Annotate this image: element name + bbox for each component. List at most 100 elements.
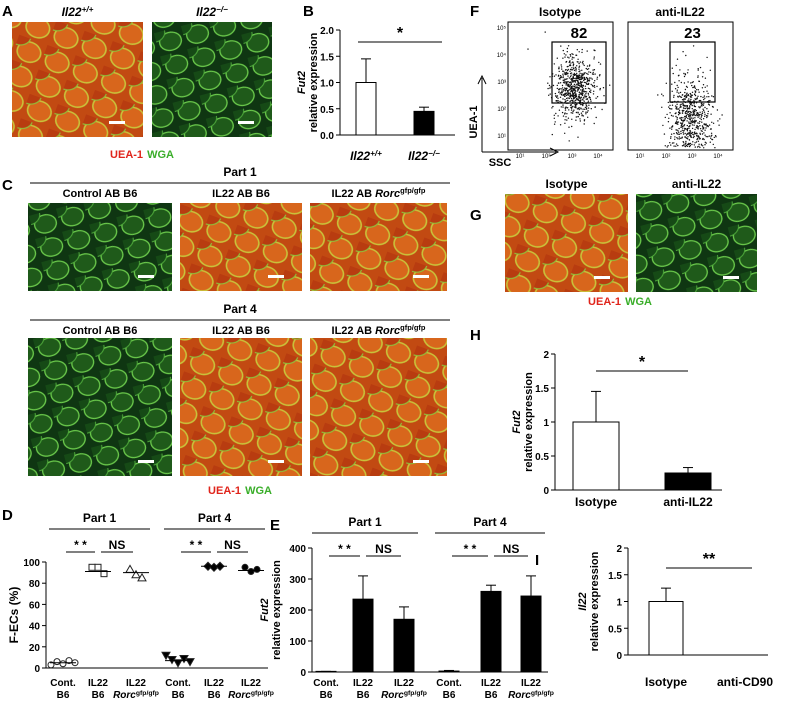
event-dot bbox=[593, 82, 595, 84]
event-dot bbox=[686, 128, 688, 131]
event-dot bbox=[582, 88, 584, 91]
event-dot bbox=[586, 65, 589, 67]
category-label: IL22 bbox=[241, 678, 261, 689]
event-dot bbox=[693, 85, 696, 88]
panel-label: F bbox=[470, 3, 479, 20]
event-dot bbox=[676, 129, 678, 131]
label: IL22 AB B6 bbox=[212, 325, 270, 337]
event-dot bbox=[693, 113, 695, 116]
event-dot bbox=[685, 85, 688, 88]
event-dot bbox=[681, 136, 683, 138]
event-dot bbox=[702, 71, 704, 74]
event-dot bbox=[677, 130, 679, 132]
event-dot bbox=[585, 108, 588, 110]
event-dot bbox=[558, 91, 560, 93]
event-dot bbox=[705, 142, 707, 144]
event-dot bbox=[562, 57, 564, 59]
stain-legend: UEA-1 WGA bbox=[588, 296, 652, 308]
event-dot bbox=[564, 107, 566, 109]
event-dot bbox=[688, 133, 690, 135]
event-dot bbox=[569, 92, 571, 94]
event-dot bbox=[564, 109, 567, 111]
event-dot bbox=[690, 103, 693, 105]
event-dot bbox=[567, 91, 569, 93]
category-label: Il22+/+ bbox=[350, 149, 382, 164]
event-dot bbox=[589, 98, 592, 101]
x-axis-label: SSC bbox=[489, 157, 512, 169]
event-dot bbox=[570, 112, 572, 114]
event-dot bbox=[673, 145, 675, 147]
event-dot bbox=[567, 65, 569, 68]
y-tick-label: 10³ bbox=[497, 80, 506, 86]
label: IL22 AB B6 bbox=[212, 188, 270, 200]
event-dot bbox=[564, 122, 566, 125]
text-span: Il22 bbox=[196, 5, 216, 19]
event-dot bbox=[565, 100, 567, 102]
event-dot bbox=[574, 87, 577, 89]
event-dot bbox=[714, 135, 717, 137]
event-dot bbox=[692, 45, 695, 47]
event-dot bbox=[686, 92, 688, 94]
event-dot bbox=[684, 128, 687, 130]
event-dot bbox=[694, 93, 696, 95]
event-dot bbox=[673, 96, 675, 98]
event-dot bbox=[573, 106, 576, 108]
text-span: IL22 AB bbox=[332, 188, 373, 200]
event-dot bbox=[556, 87, 558, 90]
event-dot bbox=[711, 121, 713, 124]
text-span: B6 bbox=[443, 690, 456, 701]
event-dot bbox=[576, 65, 578, 67]
event-dot bbox=[683, 119, 686, 122]
event-dot bbox=[592, 93, 595, 95]
event-dot bbox=[588, 65, 591, 67]
text-span: −/− bbox=[216, 5, 228, 14]
event-dot bbox=[699, 117, 701, 120]
y-tick-label: 0 bbox=[300, 668, 306, 679]
micrograph bbox=[12, 22, 143, 137]
event-dot bbox=[562, 106, 564, 108]
event-dot bbox=[574, 90, 576, 92]
event-dot bbox=[671, 67, 673, 69]
event-dot bbox=[676, 122, 678, 124]
event-dot bbox=[580, 89, 582, 91]
event-dot bbox=[694, 109, 696, 111]
dot bbox=[247, 568, 255, 576]
y-tick-label: 10⁵ bbox=[497, 25, 507, 32]
event-dot bbox=[566, 94, 568, 96]
group: Fut2 relative expression bbox=[296, 32, 320, 132]
event-dot bbox=[702, 145, 704, 147]
event-dot bbox=[702, 137, 704, 140]
text-span: anti-CD90 bbox=[717, 675, 773, 689]
event-dot bbox=[679, 117, 681, 119]
event-dot bbox=[555, 112, 557, 115]
event-dot bbox=[567, 72, 569, 75]
event-dot bbox=[570, 88, 572, 90]
event-dot bbox=[700, 118, 702, 121]
event-dot bbox=[601, 108, 603, 111]
event-dot bbox=[567, 45, 570, 47]
category-label: anti-IL22 bbox=[663, 495, 713, 509]
text-span: IL22 AB B6 bbox=[212, 325, 270, 337]
event-dot bbox=[575, 54, 577, 56]
gate bbox=[551, 41, 607, 104]
legend-red: UEA-1 bbox=[208, 485, 241, 497]
category-label: Rorcgfp/gfp bbox=[381, 690, 427, 702]
event-dot bbox=[583, 119, 586, 121]
event-dot bbox=[592, 85, 594, 88]
event-dot bbox=[682, 127, 684, 129]
event-dot bbox=[565, 60, 568, 63]
text-span: B6 bbox=[172, 690, 185, 701]
event-dot bbox=[584, 78, 587, 81]
event-dot bbox=[553, 75, 556, 77]
event-dot bbox=[585, 93, 587, 95]
event-dot bbox=[586, 83, 588, 86]
event-dot bbox=[703, 132, 705, 134]
event-dot bbox=[586, 98, 589, 100]
event-dot bbox=[698, 136, 700, 138]
bar bbox=[648, 601, 684, 656]
event-dot bbox=[574, 77, 576, 80]
event-dot bbox=[575, 79, 577, 81]
event-dot bbox=[572, 110, 574, 113]
event-dot bbox=[698, 80, 701, 83]
event-dot bbox=[566, 47, 569, 50]
